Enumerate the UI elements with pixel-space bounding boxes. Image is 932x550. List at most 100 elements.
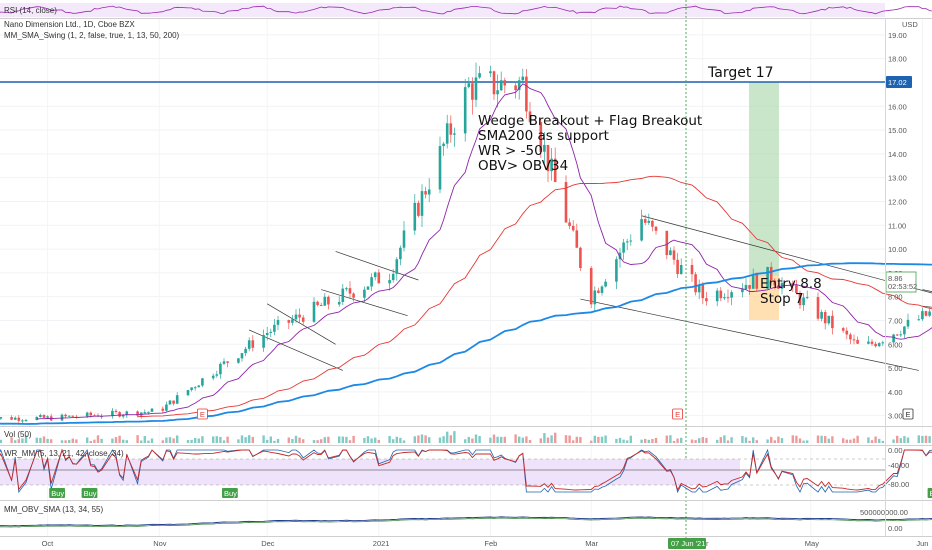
volume-bar	[471, 438, 474, 443]
volume-bar	[366, 436, 370, 443]
volume-bar	[492, 434, 496, 443]
volume-bar	[579, 436, 582, 443]
volume-bar	[165, 437, 168, 443]
earnings-marker[interactable]	[902, 408, 914, 420]
earnings-marker[interactable]	[672, 408, 683, 420]
volume-bar	[600, 436, 604, 443]
volume-bar	[528, 440, 532, 443]
candle-body	[798, 293, 802, 306]
volume-bar	[665, 435, 668, 443]
obv-tick: 0.00	[888, 524, 903, 533]
volume-bar	[726, 440, 730, 443]
candle-body	[827, 315, 831, 324]
candle-body	[172, 400, 175, 404]
candle-body	[150, 408, 154, 412]
volume-bar	[269, 436, 272, 443]
volume-bar	[147, 440, 150, 443]
candle-body	[503, 80, 507, 86]
candle-body	[881, 342, 885, 344]
volume-bar	[291, 438, 294, 443]
candle-body	[24, 419, 28, 421]
candle-body	[903, 326, 906, 335]
buy-signal[interactable]	[49, 488, 65, 498]
volume-bar	[773, 440, 776, 443]
volume-bar	[161, 440, 164, 443]
candle-body	[593, 290, 597, 305]
candle-body	[377, 272, 381, 284]
volume-bar	[597, 436, 600, 443]
buy-signal-label: Buy	[224, 489, 237, 498]
candle-body	[67, 415, 71, 417]
volume-bar	[806, 440, 809, 443]
candle-body	[697, 284, 701, 293]
candle-body	[705, 298, 708, 302]
candle-body	[906, 319, 910, 327]
volume-bar	[539, 438, 542, 443]
candle-body	[831, 315, 834, 329]
candle-body	[449, 123, 453, 135]
price-tick: 5.00	[888, 364, 903, 373]
volume-bar	[215, 436, 218, 443]
candle-body	[492, 71, 496, 95]
candle-body	[370, 277, 373, 287]
volume-bar	[604, 435, 607, 443]
candle-body	[438, 146, 442, 190]
volume-bar	[903, 436, 906, 443]
candle-body	[319, 305, 323, 307]
volume-bar	[14, 440, 17, 443]
time-tick: Mar	[585, 539, 598, 548]
candle-body	[136, 411, 139, 416]
target-price-tag	[886, 76, 912, 88]
time-tick: Dec	[261, 539, 275, 548]
candle-body	[201, 378, 204, 386]
earnings-markers: EEEE	[196, 408, 914, 420]
volume-bar	[21, 438, 24, 443]
volume-bar	[827, 438, 830, 443]
time-tick: Feb	[484, 539, 497, 548]
candle-body	[672, 250, 676, 260]
volume-bar	[777, 436, 780, 443]
candle-body	[823, 312, 827, 324]
candle-body	[265, 332, 269, 336]
candle-body	[276, 320, 280, 325]
candle-body	[298, 314, 301, 318]
candle-body	[467, 83, 471, 88]
stop-annotation: Stop 7	[760, 291, 804, 307]
candle-body	[744, 285, 748, 290]
trendline	[267, 303, 336, 345]
volume-bar	[327, 436, 330, 443]
volume-bar	[795, 435, 798, 443]
candle-body	[420, 191, 424, 216]
volume-bar	[640, 439, 643, 443]
volume-bar	[262, 435, 265, 443]
trendline	[321, 289, 408, 317]
candle-body	[147, 411, 150, 413]
buy-signal[interactable]	[81, 488, 98, 498]
time-tick: Oct	[42, 539, 55, 548]
candle-body	[723, 297, 726, 299]
volume-bar	[222, 440, 226, 443]
volume-bar	[143, 436, 146, 443]
volume-bar	[842, 438, 845, 443]
earnings-marker[interactable]	[196, 408, 208, 420]
candle-body	[525, 76, 528, 112]
candle-body	[273, 324, 276, 332]
volume-bar	[96, 435, 100, 443]
candle-body	[701, 284, 705, 299]
volume-bar	[240, 435, 244, 443]
candle-body	[413, 202, 417, 231]
candle-body	[168, 400, 172, 405]
obv-tick: 500000000.00	[860, 508, 908, 517]
buy-signal[interactable]	[222, 488, 238, 498]
candle-body	[399, 247, 402, 260]
candle-body	[402, 230, 406, 248]
volume-bar	[140, 440, 143, 443]
volume-bar	[831, 436, 834, 443]
candle-body	[589, 267, 593, 305]
volume-bar	[690, 439, 694, 443]
volume-bar	[680, 437, 683, 443]
volume-bar	[820, 435, 823, 443]
buy-signal[interactable]	[927, 488, 932, 498]
last-price-text: 8.86	[888, 274, 903, 283]
